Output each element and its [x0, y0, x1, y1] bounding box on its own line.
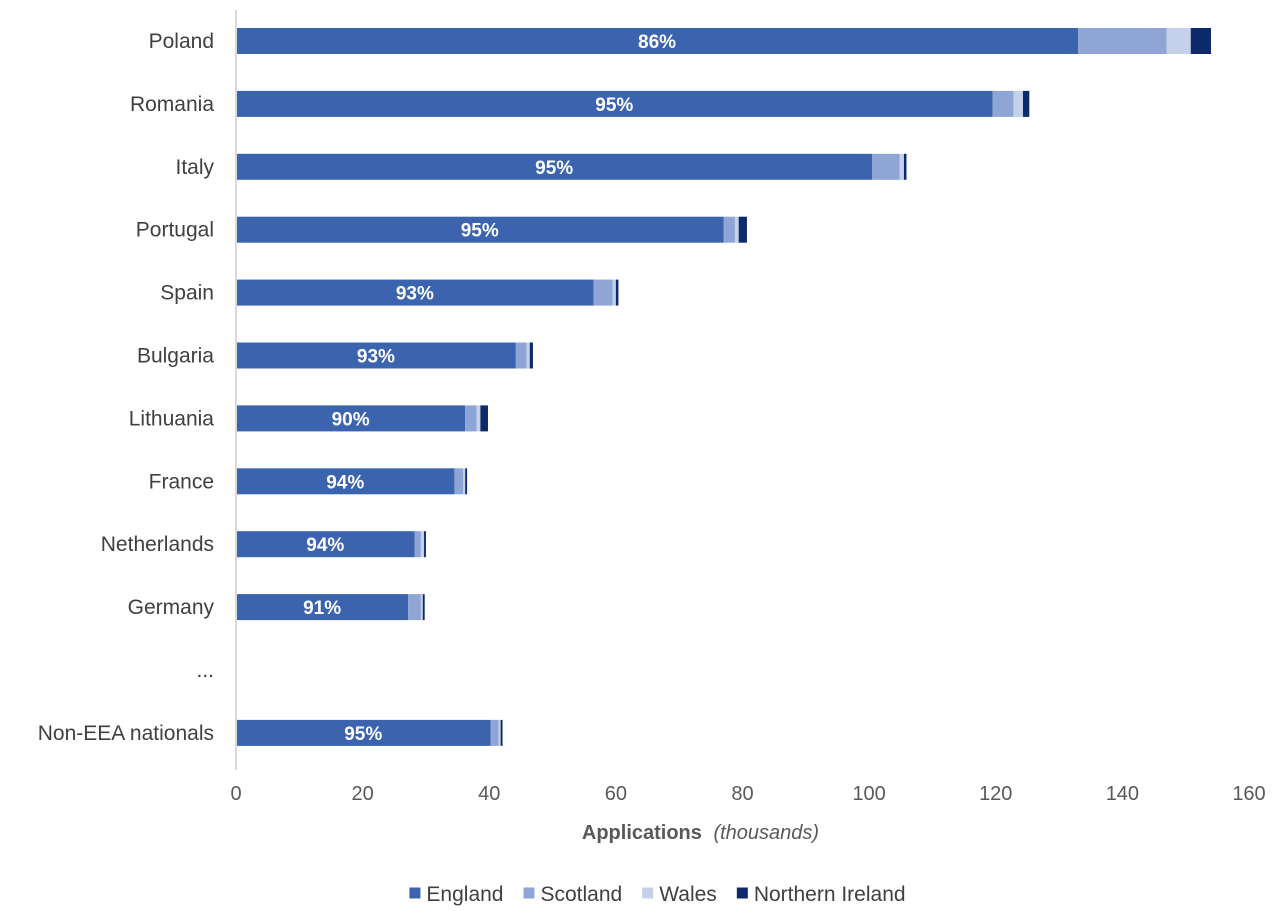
category-label-non-eea-nationals: Non-EEA nationals — [38, 722, 214, 745]
category-label-bulgaria: Bulgaria — [137, 345, 214, 368]
bar-segment-northern-ireland-spain — [615, 279, 619, 306]
data-label-portugal: 95% — [461, 221, 499, 242]
category-label-lithuania: Lithuania — [129, 407, 215, 430]
category-label-netherlands: Netherlands — [101, 533, 214, 556]
data-label-spain: 93% — [396, 284, 434, 305]
bar-segment-northern-ireland-italy — [903, 153, 907, 180]
x-tick-label-0: 0 — [230, 783, 241, 805]
bar-segment-england-portugal — [236, 216, 724, 243]
legend-label-northern-ireland: Northern Ireland — [754, 883, 906, 906]
bar-segment-wales-poland — [1166, 28, 1191, 54]
category-label-france: France — [149, 470, 214, 493]
bar-segment-england-germany — [236, 594, 409, 621]
legend-item-england: England — [409, 883, 504, 906]
bar-segment-scotland-portugal — [723, 216, 735, 243]
bar-segment-wales-bulgaria — [526, 342, 530, 369]
x-axis-title: Applications (thousands) — [582, 822, 819, 844]
data-label-italy: 95% — [535, 158, 573, 179]
bar-segment-northern-ireland-poland — [1190, 28, 1212, 54]
legend-label-scotland: Scotland — [541, 883, 623, 906]
bar-segment-scotland-spain — [593, 279, 613, 306]
legend-item-northern-ireland: Northern Ireland — [736, 883, 906, 906]
x-tick-label-100: 100 — [852, 783, 885, 805]
data-labels-group: 86% 95% 95% 95% 93% 93% 90% 94% 94% 91% 95% — [303, 32, 676, 745]
data-label-bulgaria: 93% — [357, 347, 395, 368]
bar-segment-scotland-bulgaria — [515, 342, 527, 369]
data-label-poland: 86% — [638, 32, 676, 53]
bars-group — [236, 28, 1212, 746]
bar-segment-england-non-eea-nationals — [236, 719, 491, 746]
bar-segment-northern-ireland-bulgaria — [529, 342, 533, 369]
bar-segment-wales-non-eea-nationals — [498, 719, 501, 746]
bar-segment-england-lithuania — [236, 405, 466, 432]
legend-label-wales: Wales — [659, 883, 717, 906]
legend-item-scotland: Scotland — [523, 883, 623, 906]
data-label-non-eea-nationals: 95% — [344, 724, 382, 745]
data-label-romania: 95% — [595, 95, 633, 116]
bar-segment-england-spain — [236, 279, 594, 306]
bar-segment-northern-ireland-france — [465, 468, 468, 495]
bar-segment-england-poland — [236, 28, 1079, 54]
x-tick-label-120: 120 — [979, 783, 1012, 805]
x-tick-label-20: 20 — [352, 783, 374, 805]
data-label-germany: 91% — [303, 598, 341, 619]
legend-swatch-wales — [642, 887, 654, 899]
bar-segment-wales-lithuania — [476, 405, 481, 432]
data-label-lithuania: 90% — [332, 409, 370, 430]
bar-segment-northern-ireland-lithuania — [480, 405, 488, 432]
bar-segment-wales-portugal — [734, 216, 739, 243]
data-label-netherlands: 94% — [306, 535, 344, 556]
bar-segment-england-netherlands — [236, 531, 415, 558]
bar-segment-northern-ireland-germany — [422, 594, 425, 621]
bar-segment-england-italy — [236, 153, 873, 180]
data-label-france: 94% — [326, 472, 364, 493]
bar-segment-scotland-france — [454, 468, 464, 495]
bar-segment-england-bulgaria — [236, 342, 516, 369]
bar-segment-scotland-germany — [408, 594, 421, 621]
bar-segment-england-romania — [236, 90, 993, 117]
legend-item-wales: Wales — [642, 883, 717, 906]
category-labels-group: Poland Romania Italy Portugal Spain Bulgaria L… — [38, 30, 215, 745]
legend-swatch-scotland — [523, 887, 535, 899]
legend-swatch-northern-ireland — [736, 887, 748, 899]
x-tick-labels-group: 0 20 40 60 80 100 120 140 160 — [230, 783, 1265, 805]
bar-segment-northern-ireland-romania — [1022, 90, 1030, 117]
x-tick-label-80: 80 — [731, 783, 753, 805]
category-label-poland: Poland — [149, 30, 214, 53]
bar-segment-wales-spain — [612, 279, 616, 306]
bar-segment-wales-italy — [899, 153, 904, 180]
bar-segment-scotland-netherlands — [414, 531, 421, 558]
bar-segment-wales-romania — [1013, 90, 1023, 117]
bar-segment-northern-ireland-portugal — [738, 216, 747, 243]
x-tick-label-40: 40 — [478, 783, 500, 805]
category-label-portugal: Portugal — [136, 219, 214, 242]
legend-label-england: England — [426, 883, 503, 906]
bar-segment-england-france — [236, 468, 455, 495]
bar-segment-northern-ireland-non-eea-nationals — [500, 719, 503, 746]
x-tick-label-140: 140 — [1106, 783, 1139, 805]
category-label-germany: Germany — [128, 596, 215, 619]
category-label-romania: Romania — [130, 93, 214, 116]
bar-segment-scotland-romania — [992, 90, 1014, 117]
x-axis-title-unit: (thousands) — [713, 822, 819, 844]
bar-segment-scotland-italy — [872, 153, 900, 180]
legend-swatch-england — [409, 887, 421, 899]
x-axis-title-main: Applications — [582, 822, 702, 844]
bar-segment-northern-ireland-netherlands — [424, 531, 426, 558]
category-label-italy: Italy — [175, 156, 214, 179]
bar-segment-scotland-non-eea-nationals — [490, 719, 499, 746]
category-label-spain: Spain — [160, 282, 214, 305]
x-tick-label-60: 60 — [605, 783, 627, 805]
bar-segment-scotland-poland — [1078, 28, 1167, 54]
bar-segment-scotland-lithuania — [465, 405, 477, 432]
bar-segment-wales-france — [463, 468, 466, 495]
x-tick-label-160: 160 — [1232, 783, 1265, 805]
bar-segment-wales-netherlands — [420, 531, 425, 558]
category-label-ellipsis: ... — [196, 659, 214, 682]
bar-segment-wales-germany — [420, 594, 423, 621]
legend: England Scotland Wales Northern Ireland — [409, 883, 906, 906]
